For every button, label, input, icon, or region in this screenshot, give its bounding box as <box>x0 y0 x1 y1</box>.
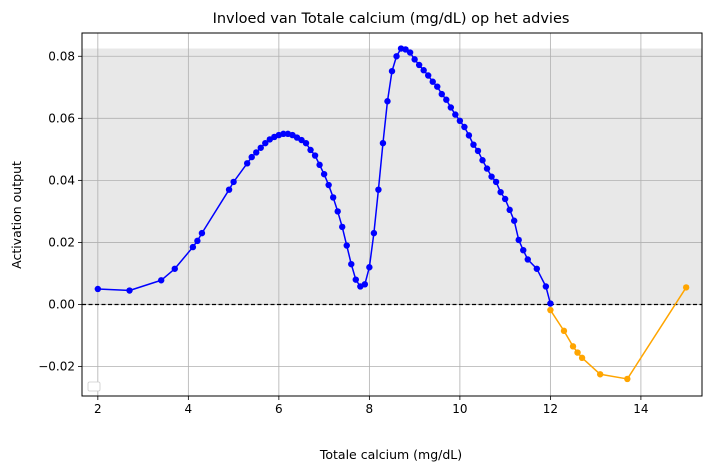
series-1-point <box>420 67 427 74</box>
series-1-point <box>461 123 468 131</box>
series-1-point <box>520 246 527 254</box>
series-1-point <box>370 229 378 237</box>
series-1-point <box>470 141 477 148</box>
series-1-point <box>429 78 436 85</box>
series-1-point <box>388 67 396 75</box>
series-1-point <box>348 260 355 268</box>
y-tick-label: −0.02 <box>38 360 75 374</box>
series-1-point <box>438 90 445 98</box>
series-1-point <box>515 236 522 244</box>
x-tick-label: 12 <box>543 402 558 416</box>
series-1-point <box>198 229 206 237</box>
series-1-point <box>542 283 550 290</box>
series-1-point <box>524 256 531 263</box>
series-1-point <box>375 186 382 193</box>
x-axis-label: Totale calcium (mg/dL) <box>319 447 462 462</box>
series-1-point <box>488 173 495 180</box>
series-1-point <box>384 98 391 105</box>
x-tick-label: 8 <box>366 402 374 416</box>
series-1-point <box>339 223 346 231</box>
series-1-point <box>171 265 178 272</box>
legend-box <box>87 381 101 392</box>
x-tick-label: 14 <box>633 402 648 416</box>
series-1-point <box>447 104 455 111</box>
x-tick-label: 10 <box>452 402 467 416</box>
plot-area: 2 4 6 8 10 12 14 −0.02 0.00 0.02 0.04 0.06 0.08 <box>38 32 703 416</box>
series-1-point <box>501 195 509 203</box>
series-1-point <box>425 72 432 79</box>
series-1-point <box>379 139 387 147</box>
series-2-point <box>596 371 604 378</box>
series-1-point <box>497 188 504 196</box>
series-1-point <box>329 194 337 201</box>
series-1-point <box>194 237 201 245</box>
series-1-point <box>302 139 310 147</box>
series-1-point <box>126 287 133 294</box>
x-tick-label: 2 <box>94 402 102 416</box>
series-1-point <box>225 186 233 193</box>
series-1-point <box>434 83 441 90</box>
series-1-point <box>157 277 165 284</box>
series-1-point <box>479 157 486 164</box>
series-2-point <box>624 375 631 383</box>
series-1-point <box>257 144 264 151</box>
series-1-point <box>456 117 464 125</box>
series-1-point <box>361 281 369 288</box>
series-1-point <box>406 49 414 56</box>
series-1-point <box>411 56 418 63</box>
series-2-point <box>574 349 581 356</box>
series-1-point <box>243 160 251 167</box>
series-1-point <box>280 130 287 138</box>
series-1-point <box>352 276 359 283</box>
series-1-point <box>325 181 332 189</box>
series-1-point <box>320 170 328 178</box>
series-1-point <box>465 132 473 139</box>
series-1-point <box>298 136 305 144</box>
x-tick-label: 6 <box>275 402 283 416</box>
series-1-point <box>474 147 482 155</box>
y-tick-label: 0.04 <box>48 173 75 187</box>
y-tick-label: 0.02 <box>48 235 75 249</box>
series-1-point <box>189 243 197 251</box>
series-1-point <box>443 96 450 103</box>
y-tick-label: 0.08 <box>48 49 75 63</box>
series-2-point <box>682 284 690 291</box>
series-1-point <box>230 178 237 186</box>
series-1-point <box>483 165 491 172</box>
chart-title: Invloed van Totale calcium (mg/dL) op he… <box>213 11 570 27</box>
plot-frame <box>81 32 703 397</box>
series-1-point <box>262 139 269 147</box>
series-1-point <box>366 264 373 271</box>
y-axis-label: Activation output <box>9 161 24 269</box>
series-2-point <box>569 343 577 350</box>
series-1-point <box>94 285 102 293</box>
series-group <box>94 45 690 383</box>
series-1-point <box>506 206 513 214</box>
series-1-point <box>510 217 518 224</box>
series-1-point <box>334 208 341 215</box>
series-1-point <box>307 146 314 154</box>
series-1-point <box>547 300 554 307</box>
y-tick-label: 0.00 <box>48 297 75 311</box>
series-1-point <box>393 53 400 60</box>
series-2-point <box>560 327 568 335</box>
series-1-point <box>452 111 459 118</box>
series-1-point <box>402 46 409 53</box>
x-tick-label: 4 <box>185 402 193 416</box>
series-2-point <box>578 354 586 362</box>
y-tick-label: 0.06 <box>48 111 75 125</box>
series-1-point <box>316 161 323 169</box>
series-1-point <box>492 178 500 186</box>
series-1-point <box>533 265 541 272</box>
shaded-band <box>82 48 702 305</box>
series-1-point <box>343 242 350 249</box>
series-1-point <box>253 149 260 156</box>
series-2-point <box>547 306 554 314</box>
series-1-point <box>248 153 255 161</box>
series-1-point <box>415 61 423 69</box>
series-1-point <box>311 152 319 159</box>
